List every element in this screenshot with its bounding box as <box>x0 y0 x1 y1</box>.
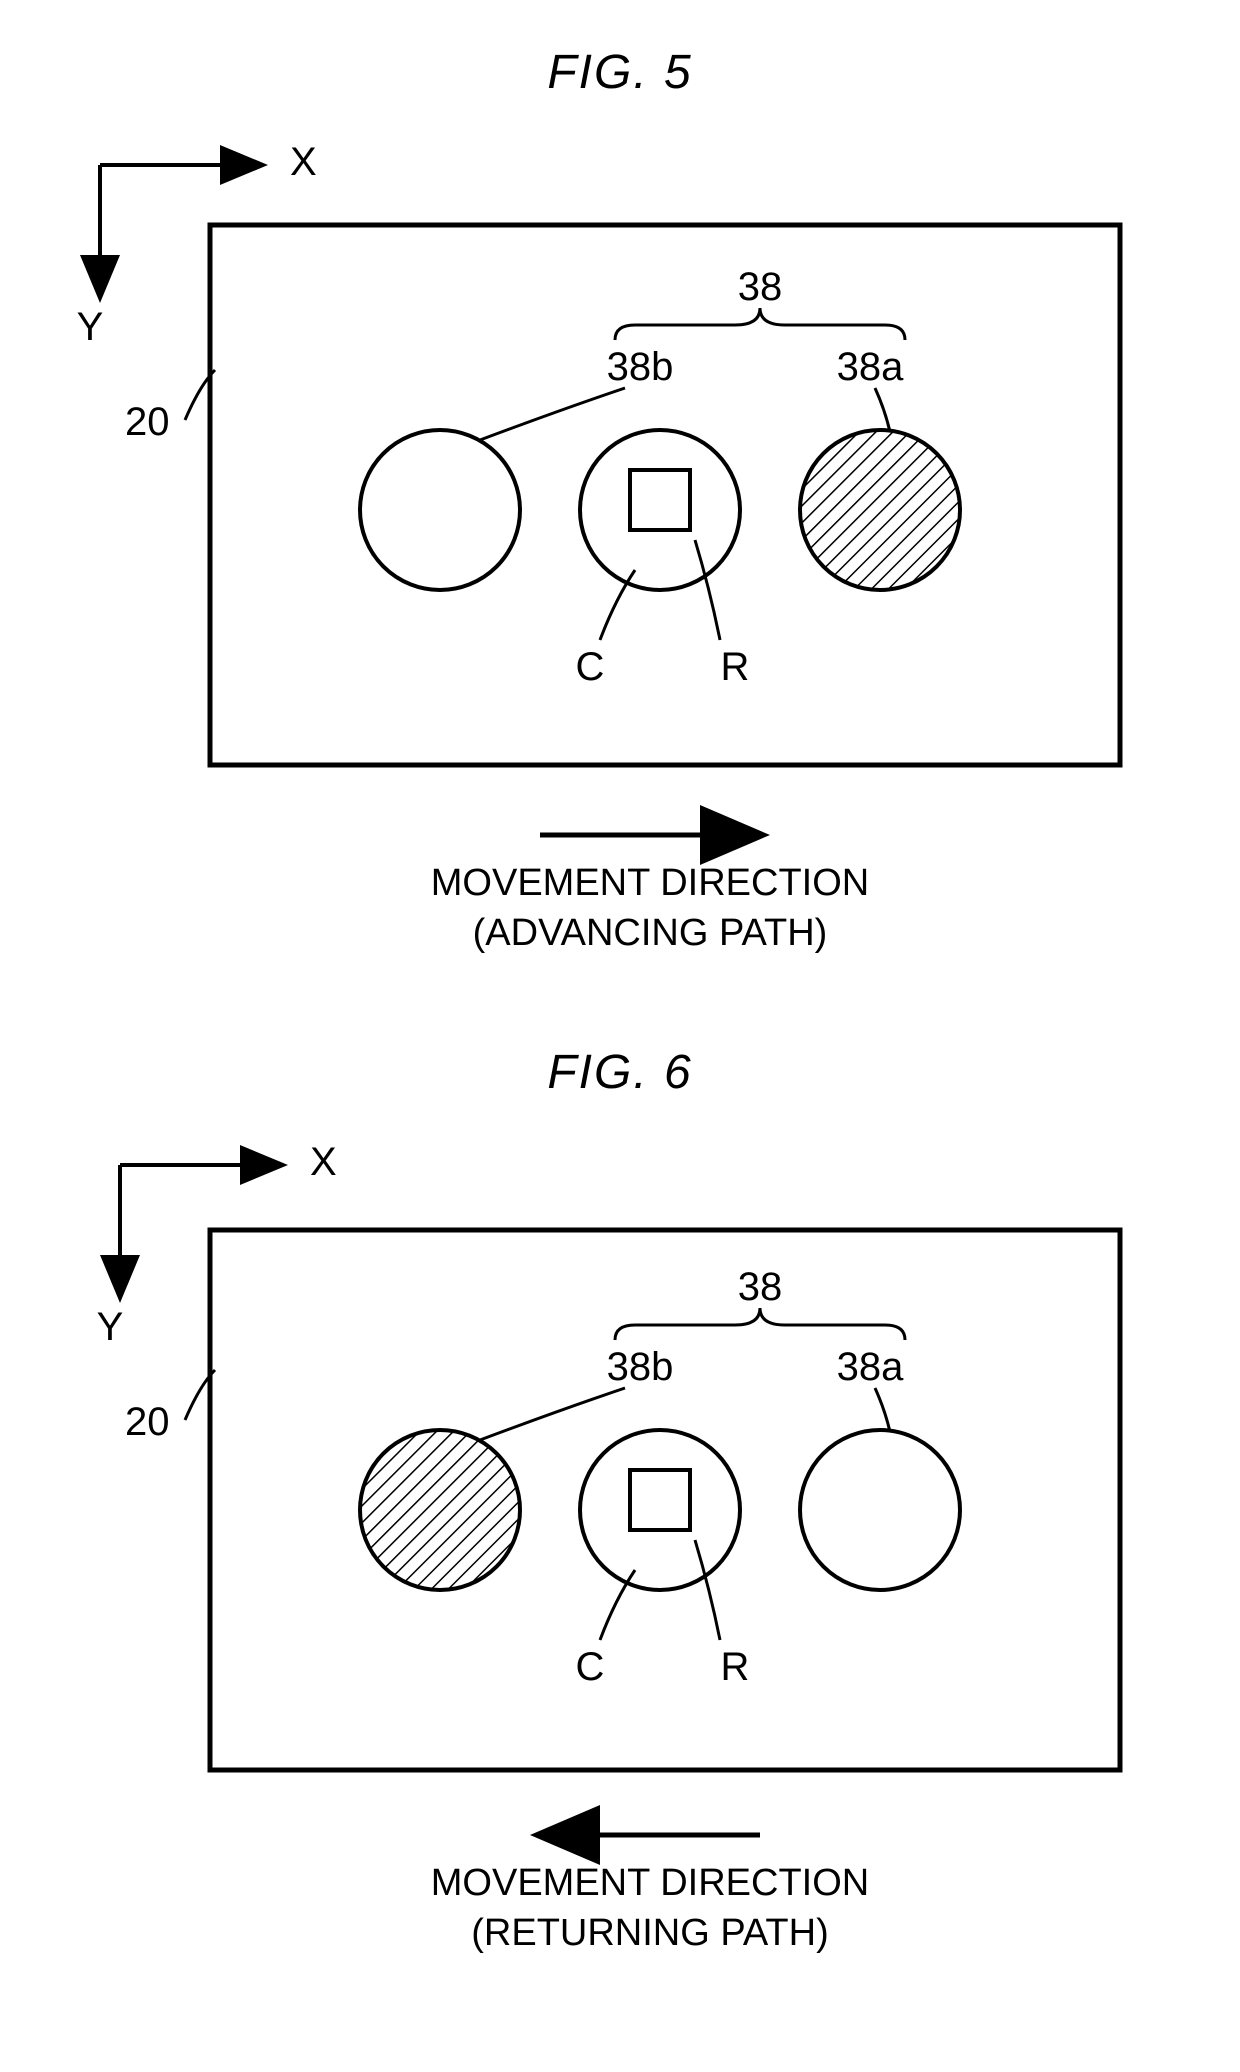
fig6-caption1: MOVEMENT DIRECTION <box>431 1862 869 1904</box>
fig6-brace-left: 38b <box>607 1345 674 1389</box>
fig5-x-label: X <box>290 140 317 184</box>
fig5-frame-label: 20 <box>125 400 170 444</box>
fig6-label-c: C <box>576 1645 605 1689</box>
fig5-brace <box>615 308 905 340</box>
fig6-caption2: (RETURNING PATH) <box>471 1912 828 1954</box>
fig5-brace-left: 38b <box>607 345 674 389</box>
fig6-circle-right <box>800 1430 960 1590</box>
fig6-frame-label: 20 <box>125 1400 170 1444</box>
fig5-brace-right: 38a <box>837 345 904 389</box>
fig5-label-c: C <box>576 645 605 689</box>
fig6-y-label: Y <box>97 1305 124 1349</box>
fig6-lead-c <box>600 1570 635 1640</box>
fig5-circle-right <box>800 430 960 590</box>
fig5-caption2: (ADVANCING PATH) <box>473 912 828 954</box>
fig6-lead-38a <box>875 1388 890 1432</box>
fig5-label-r: R <box>721 645 750 689</box>
fig6-brace-top: 38 <box>738 1265 783 1309</box>
fig5-title: FIG. 5 <box>547 45 692 100</box>
fig5-brace-top: 38 <box>738 265 783 309</box>
fig6-label-r: R <box>721 1645 750 1689</box>
fig5-caption1: MOVEMENT DIRECTION <box>431 862 869 904</box>
fig6-square <box>630 1470 690 1530</box>
diagram-canvas: X Y 20 38 38b 38a C R MOVEMENT DIRECTION… <box>0 0 1240 2072</box>
fig5-circle-left <box>360 430 520 590</box>
fig6-brace-right: 38a <box>837 1345 904 1389</box>
fig6-brace <box>615 1308 905 1340</box>
fig6-title: FIG. 6 <box>547 1045 692 1100</box>
fig5-lead-c <box>600 570 635 640</box>
fig5-group: X Y 20 38 38b 38a C R MOVEMENT DIRECTION… <box>77 140 1120 954</box>
fig6-circle-left <box>360 1430 520 1590</box>
fig5-lead-38a <box>875 388 890 432</box>
fig6-x-label: X <box>310 1140 337 1184</box>
fig5-square <box>630 470 690 530</box>
fig5-lead-38b <box>480 388 625 440</box>
fig5-y-label: Y <box>77 305 104 349</box>
fig6-lead-38b <box>480 1388 625 1440</box>
fig6-group: X Y 20 38 38b 38a C R MOVEMENT DIRECTION… <box>97 1140 1120 1954</box>
fig5-axes <box>100 165 260 295</box>
